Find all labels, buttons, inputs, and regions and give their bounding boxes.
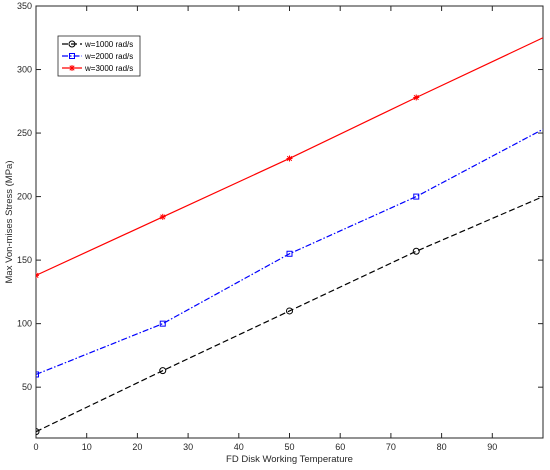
series-3 — [36, 37, 543, 279]
legend-marker — [69, 53, 75, 59]
x-tick-label: 60 — [335, 442, 345, 452]
data-point — [413, 193, 420, 200]
series-2 — [36, 128, 543, 378]
legend-label: w=3000 rad/s — [84, 64, 133, 73]
x-tick-label: 0 — [33, 442, 38, 452]
data-point — [286, 307, 293, 315]
plot-area: 0 10 20 30 40 50 60 70 80 90 50 100 150 200 250 300 350 — [17, 1, 544, 452]
data-point — [159, 213, 166, 220]
y-axis-label: Max Von-mises Stress (MPa) — [4, 161, 15, 284]
y-tick-label: 300 — [17, 65, 32, 75]
data-point — [36, 371, 39, 378]
x-tick-label: 10 — [82, 442, 92, 452]
x-tick-label: 30 — [183, 442, 193, 452]
y-tick-label: 350 — [17, 1, 32, 11]
data-point — [36, 428, 40, 436]
series-layer — [36, 37, 543, 436]
y-tick-label: 150 — [17, 255, 32, 265]
legend-marker — [69, 65, 75, 71]
x-axis-ticks: 0 10 20 30 40 50 60 70 80 90 — [33, 6, 497, 452]
legend-entry: w=3000 rad/s — [62, 64, 133, 73]
legend-entry: w=2000 rad/s — [62, 52, 133, 61]
data-point — [413, 94, 420, 101]
data-point — [159, 367, 167, 375]
series-line — [36, 196, 543, 433]
legend-marker — [68, 40, 76, 48]
legend: w=1000 rad/s w=2000 rad/s w=3000 rad/s — [57, 35, 141, 77]
series-line — [36, 128, 543, 376]
y-tick-label: 50 — [22, 382, 32, 392]
y-tick-label: 250 — [17, 128, 32, 138]
data-point — [286, 250, 293, 257]
series-1 — [36, 196, 543, 436]
legend-label: w=1000 rad/s — [84, 40, 133, 49]
x-tick-label: 40 — [234, 442, 244, 452]
x-axis-label: FD Disk Working Temperature — [226, 454, 353, 465]
legend-label: w=2000 rad/s — [84, 52, 133, 61]
x-tick-label: 50 — [284, 442, 294, 452]
data-point — [159, 320, 166, 327]
legend-entries: w=1000 rad/s w=2000 rad/s w=3000 rad/s — [62, 40, 133, 73]
x-tick-label: 90 — [487, 442, 497, 452]
x-tick-label: 80 — [437, 442, 447, 452]
legend-entry: w=1000 rad/s — [62, 40, 133, 49]
x-tick-label: 70 — [386, 442, 396, 452]
y-tick-label: 200 — [17, 192, 32, 202]
data-point — [412, 247, 420, 255]
y-tick-label: 100 — [17, 319, 32, 329]
x-tick-label: 20 — [132, 442, 142, 452]
data-point — [286, 155, 293, 162]
